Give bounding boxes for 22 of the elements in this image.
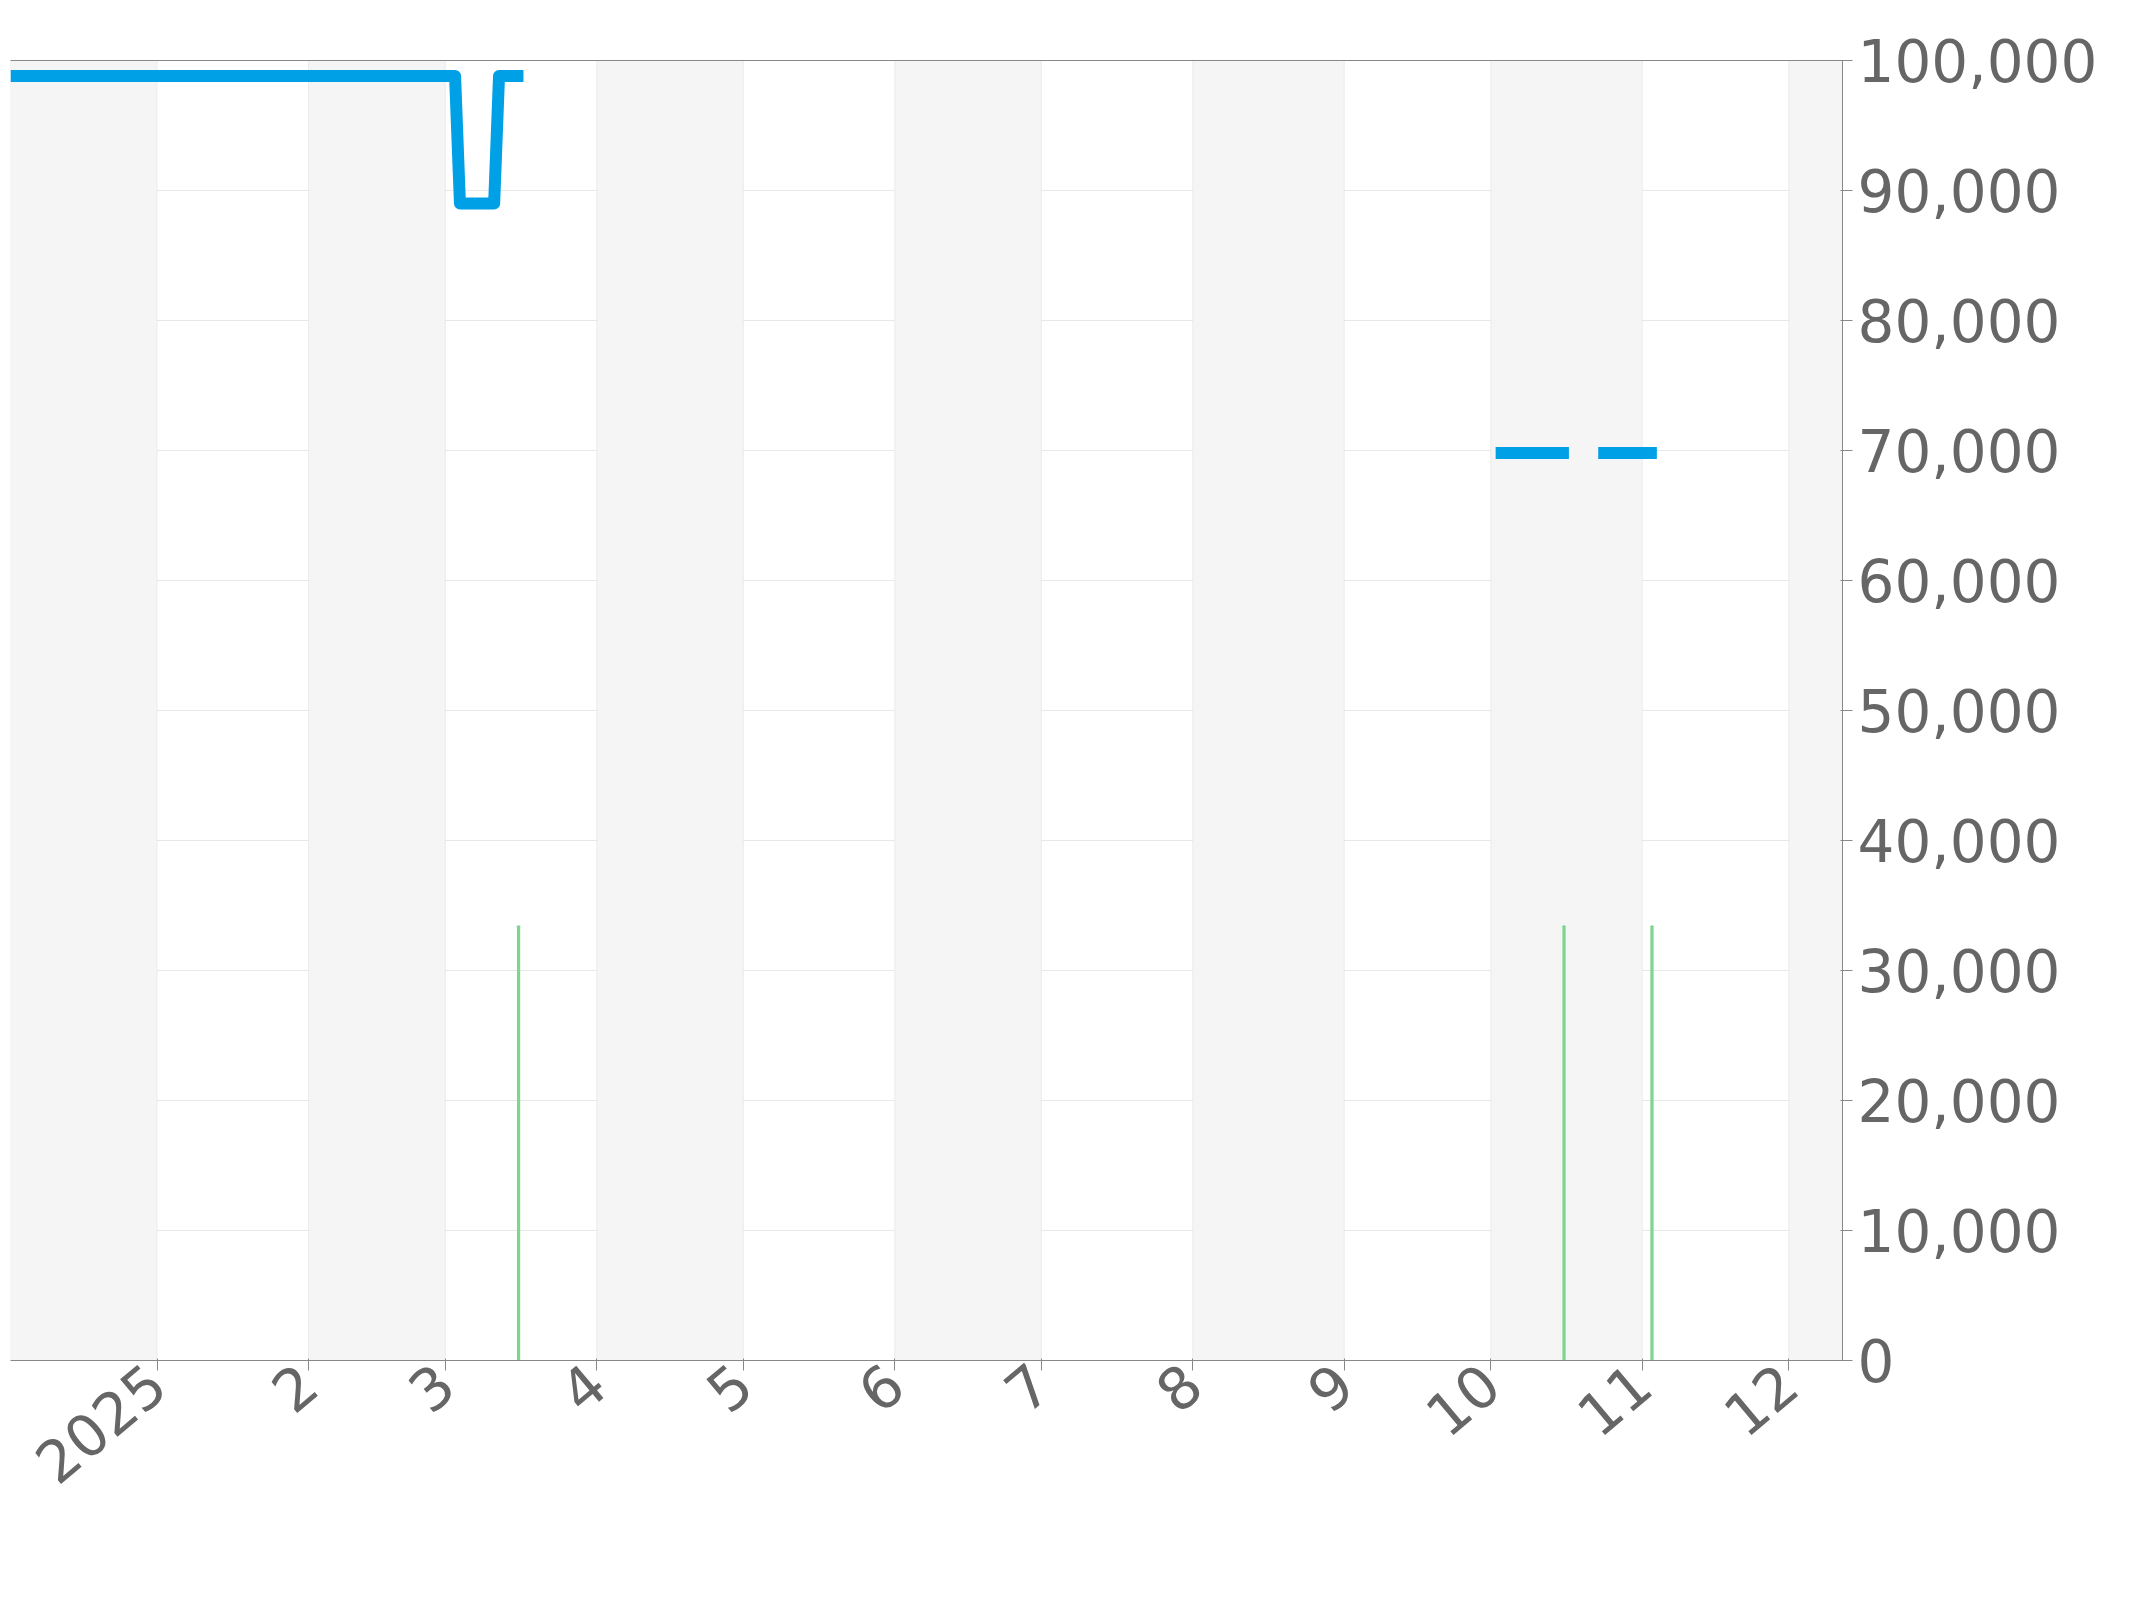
x-tick-label: 3 bbox=[396, 1350, 469, 1427]
y-tick-label: 50,000 bbox=[1857, 678, 2061, 746]
x-tick-label: 2 bbox=[259, 1350, 332, 1427]
x-tick-label: 12 bbox=[1711, 1350, 1812, 1451]
y-tick-label: 10,000 bbox=[1857, 1198, 2061, 1266]
x-tick-label: 7 bbox=[992, 1350, 1065, 1427]
y-tick-label: 80,000 bbox=[1857, 288, 2061, 356]
y-tick-label: 60,000 bbox=[1857, 548, 2061, 616]
y-tick-label: 40,000 bbox=[1857, 808, 2061, 876]
x-tick-label: 4 bbox=[547, 1350, 620, 1427]
x-tick-label: 11 bbox=[1564, 1350, 1666, 1451]
y-tick-label: 0 bbox=[1857, 1328, 1895, 1396]
y-tick-label: 90,000 bbox=[1857, 158, 2061, 226]
y-tick-label: 100,000 bbox=[1857, 28, 2098, 96]
x-tick-label: 8 bbox=[1143, 1350, 1216, 1427]
y-tick-label: 70,000 bbox=[1857, 418, 2061, 486]
y-tick-label: 20,000 bbox=[1857, 1068, 2061, 1136]
y-tick-label: 30,000 bbox=[1857, 938, 2061, 1006]
x-tick-label: 6 bbox=[845, 1350, 918, 1427]
x-tick-label: 9 bbox=[1295, 1350, 1368, 1427]
x-tick-label: 5 bbox=[694, 1350, 767, 1427]
x-tick-label: 10 bbox=[1413, 1350, 1514, 1451]
